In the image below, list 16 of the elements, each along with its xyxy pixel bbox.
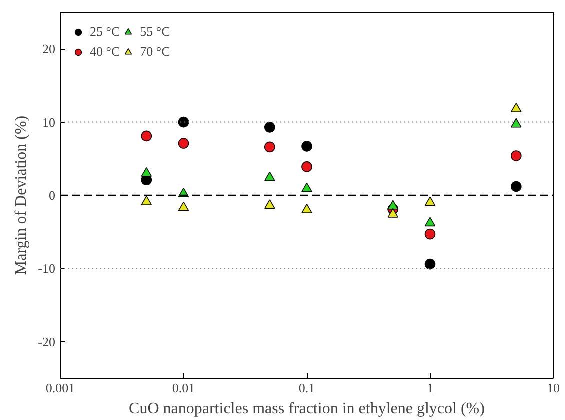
- y-tick-label: 20: [42, 42, 56, 57]
- y-tick-label: 0: [49, 188, 56, 203]
- y-tick-label: -10: [38, 261, 56, 276]
- x-tick-label: 0.01: [172, 380, 196, 396]
- y-tick-label: 10: [42, 114, 56, 130]
- x-tick-label: 0.001: [46, 380, 76, 396]
- legend-label: 55 °C: [140, 24, 170, 40]
- x-tick-label: 0.1: [298, 380, 316, 396]
- legend-label: 70 °C: [140, 44, 170, 60]
- legend-label: 25 °C: [90, 24, 120, 40]
- x-tick-label: 1: [427, 380, 434, 396]
- y-axis-title: Margin of Deviation (%): [13, 116, 30, 276]
- legend-label: 40 °C: [90, 44, 120, 60]
- x-axis-title: CuO nanoparticles mass fraction in ethylene glycol (%): [129, 400, 485, 418]
- x-tick-label: 10: [547, 380, 560, 396]
- y-tick-label: -20: [38, 334, 56, 350]
